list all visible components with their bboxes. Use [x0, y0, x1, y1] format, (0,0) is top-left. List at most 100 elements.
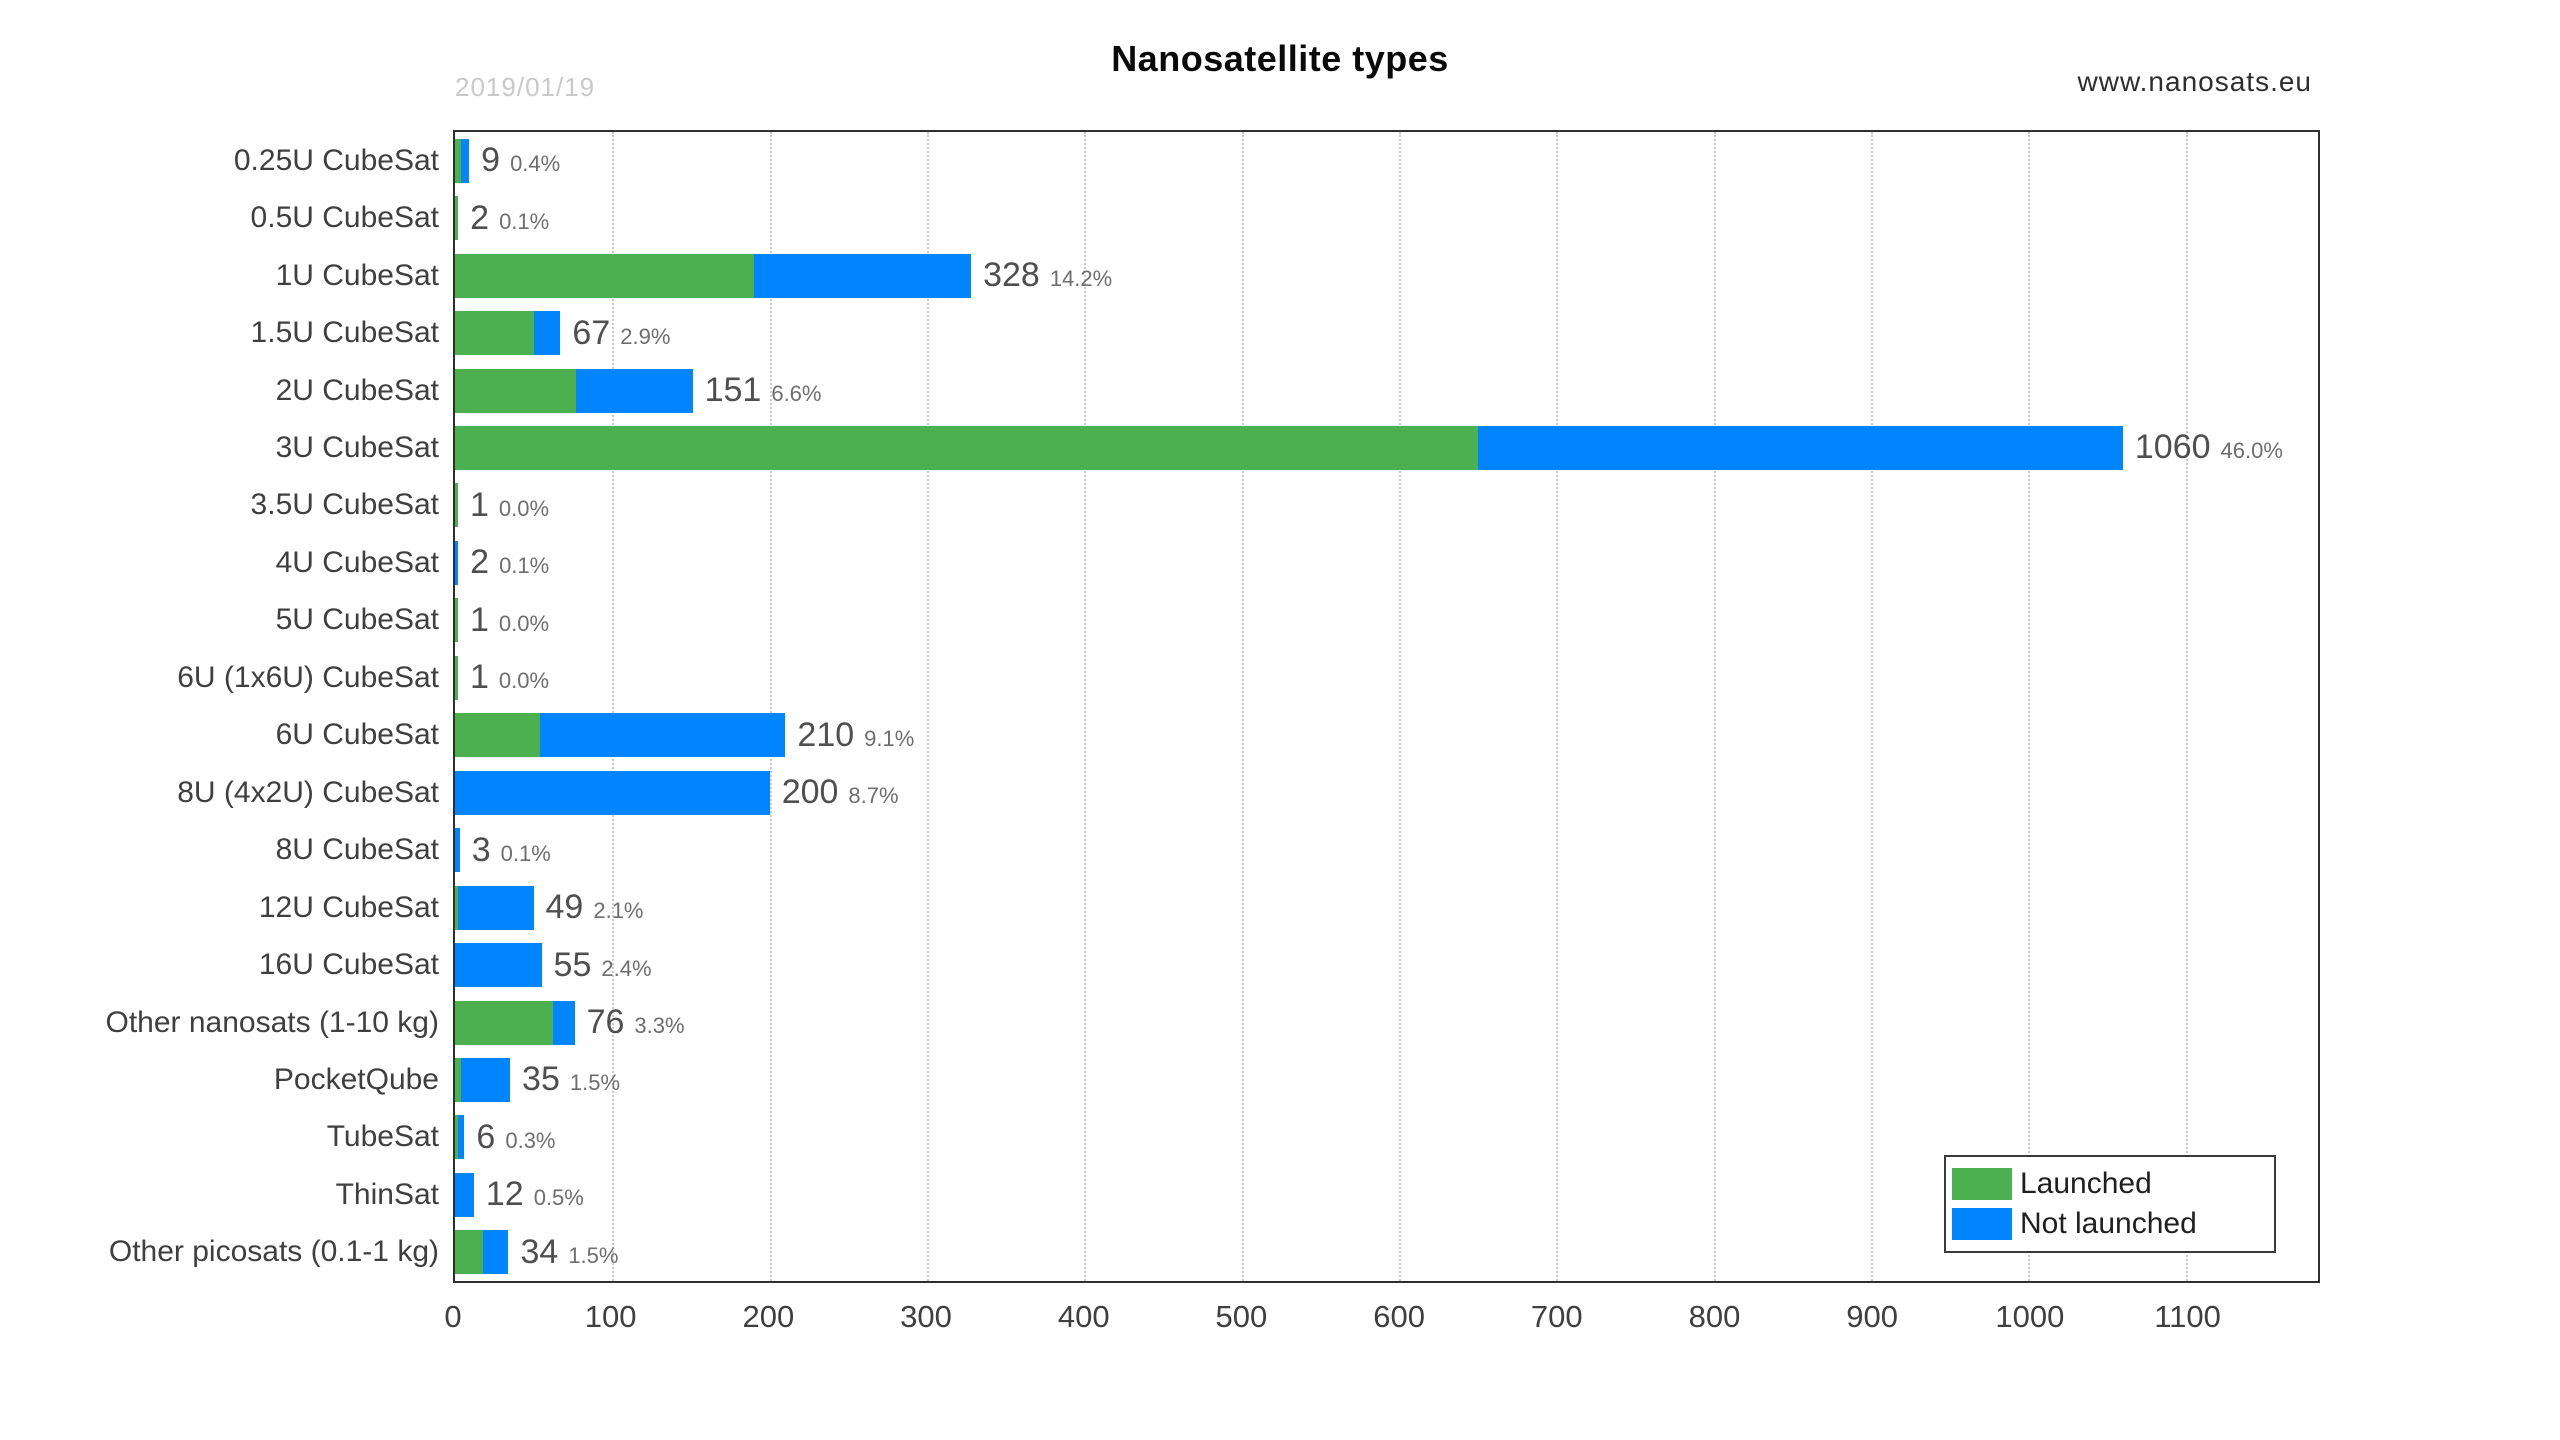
bar-segment-not-launched	[458, 885, 534, 930]
category-label: ThinSat	[335, 1177, 439, 1211]
total-count-label: 3	[471, 830, 491, 869]
total-count-label: 1060	[2134, 428, 2211, 467]
total-count-label: 2	[470, 543, 490, 582]
stacked-bar: 12 0.5%	[455, 1172, 2318, 1217]
bar-segment-not-launched	[455, 1172, 474, 1217]
bar-segment-not-launched	[458, 1115, 465, 1160]
bar-row: 3U CubeSat 1060 46.0%	[276, 419, 2318, 476]
bar-value-labels: 151 6.6%	[705, 371, 822, 410]
website-label: www.nanosats.eu	[2077, 66, 2312, 97]
gridline-1100	[2185, 132, 2188, 1281]
percentage-label: 0.3%	[505, 1127, 556, 1153]
category-label: 4U CubeSat	[275, 545, 439, 579]
x-tick-label: 400	[1057, 1299, 1110, 1334]
category-label: 2U CubeSat	[275, 373, 439, 407]
total-count-label: 12	[485, 1175, 524, 1214]
bar-segment-launched	[455, 713, 540, 758]
bar-value-labels: 210 9.1%	[797, 716, 914, 755]
bar-value-labels: 1 0.0%	[470, 486, 549, 525]
total-count-label: 67	[572, 313, 611, 352]
stacked-bar: 3 0.1%	[455, 828, 2318, 873]
percentage-label: 14.2%	[1049, 266, 1113, 292]
bar-segment-launched	[455, 885, 458, 930]
legend-swatch	[1952, 1208, 2012, 1240]
category-label: 8U CubeSat	[275, 833, 439, 867]
stacked-bar: 1 0.0%	[455, 655, 2318, 700]
percentage-label: 9.1%	[864, 725, 915, 751]
percentage-label: 0.1%	[500, 840, 551, 866]
bar-row: Other nanosats (1-10 kg) 76 3.3%	[105, 994, 2318, 1051]
bar-value-labels: 328 14.2%	[983, 256, 1112, 295]
bar-segment-not-launched	[461, 1057, 511, 1102]
bar-segment-launched	[455, 425, 1478, 470]
gridline-500	[1241, 132, 1244, 1281]
percentage-label: 1.5%	[568, 1242, 619, 1268]
legend-entry: Launched	[1952, 1167, 2268, 1201]
category-label: 12U CubeSat	[258, 890, 439, 924]
bar-row: 6U (1x6U) CubeSat 1 0.0%	[177, 649, 2318, 706]
bar-row: 0.25U CubeSat 9 0.4%	[234, 132, 2318, 189]
gridline-400	[1084, 132, 1087, 1281]
stacked-bar: 35 1.5%	[455, 1057, 2318, 1102]
percentage-label: 2.9%	[620, 323, 671, 349]
bar-row: 4U CubeSat 2 0.1%	[276, 534, 2318, 591]
legend: Launched Not launched	[1944, 1155, 2276, 1253]
category-label: Other nanosats (1-10 kg)	[105, 1005, 439, 1039]
bar-segment-not-launched	[753, 253, 972, 298]
bar-row: 12U CubeSat 49 2.1%	[259, 879, 2318, 936]
percentage-label: 3.3%	[634, 1013, 685, 1039]
bar-segment-launched	[455, 311, 534, 356]
x-tick-label: 500	[1215, 1299, 1268, 1334]
bar-value-labels: 76 3.3%	[587, 1003, 685, 1042]
category-label: Other picosats (0.1-1 kg)	[108, 1235, 439, 1269]
bar-segment-launched	[455, 138, 462, 183]
category-label: 1.5U CubeSat	[250, 316, 439, 350]
bar-segment-launched	[455, 598, 458, 643]
stacked-bar: 49 2.1%	[455, 885, 2318, 930]
category-label: PocketQube	[273, 1062, 439, 1096]
bar-value-labels: 9 0.4%	[481, 141, 560, 180]
x-tick-label: 800	[1688, 1299, 1741, 1334]
bar-segment-launched	[455, 253, 754, 298]
bar-value-labels: 12 0.5%	[486, 1175, 584, 1214]
bar-value-labels: 35 1.5%	[522, 1060, 620, 1099]
bar-value-labels: 6 0.3%	[476, 1118, 555, 1157]
bar-segment-not-launched	[483, 1230, 509, 1275]
bar-value-labels: 67 2.9%	[572, 314, 670, 353]
bar-segment-launched	[455, 1115, 459, 1160]
category-label: 0.5U CubeSat	[250, 201, 439, 235]
gridline-600	[1399, 132, 1402, 1281]
chart-date: 2019/01/19	[455, 72, 596, 102]
legend-swatch	[1952, 1168, 2012, 1200]
bar-row: PocketQube 35 1.5%	[274, 1051, 2318, 1108]
percentage-label: 8.7%	[848, 783, 899, 809]
category-label: 16U CubeSat	[258, 948, 439, 982]
category-label: 3.5U CubeSat	[250, 488, 439, 522]
stacked-bar: 76 3.3%	[455, 1000, 2318, 1045]
bar-row: ThinSat 12 0.5%	[336, 1166, 2318, 1223]
stacked-bar: 2 0.1%	[455, 540, 2318, 585]
stacked-bar: 1060 46.0%	[455, 425, 2318, 470]
bar-segment-launched	[455, 1057, 462, 1102]
category-label: 3U CubeSat	[275, 430, 439, 464]
stacked-bar: 328 14.2%	[455, 253, 2318, 298]
percentage-label: 0.5%	[533, 1185, 584, 1211]
bar-row: 5U CubeSat 1 0.0%	[276, 592, 2318, 649]
bar-segment-not-launched	[455, 770, 770, 815]
bar-segment-not-launched	[455, 943, 542, 988]
bar-segment-not-launched	[455, 540, 459, 585]
x-tick-label: 600	[1373, 1299, 1425, 1334]
total-count-label: 1	[470, 658, 489, 697]
total-count-label: 1	[470, 600, 489, 639]
stacked-bar: 55 2.4%	[455, 943, 2318, 988]
total-count-label: 76	[586, 1003, 625, 1042]
chart-title: Nanosatellite types	[1111, 38, 1449, 79]
bar-row: 3.5U CubeSat 1 0.0%	[251, 477, 2318, 534]
bar-segment-not-launched	[552, 1000, 575, 1045]
total-count-label: 1	[470, 485, 489, 524]
total-count-label: 35	[522, 1060, 560, 1099]
bar-segment-launched	[455, 1230, 484, 1275]
bar-row: 1U CubeSat 328 14.2%	[276, 247, 2318, 304]
total-count-label: 2	[470, 198, 490, 237]
